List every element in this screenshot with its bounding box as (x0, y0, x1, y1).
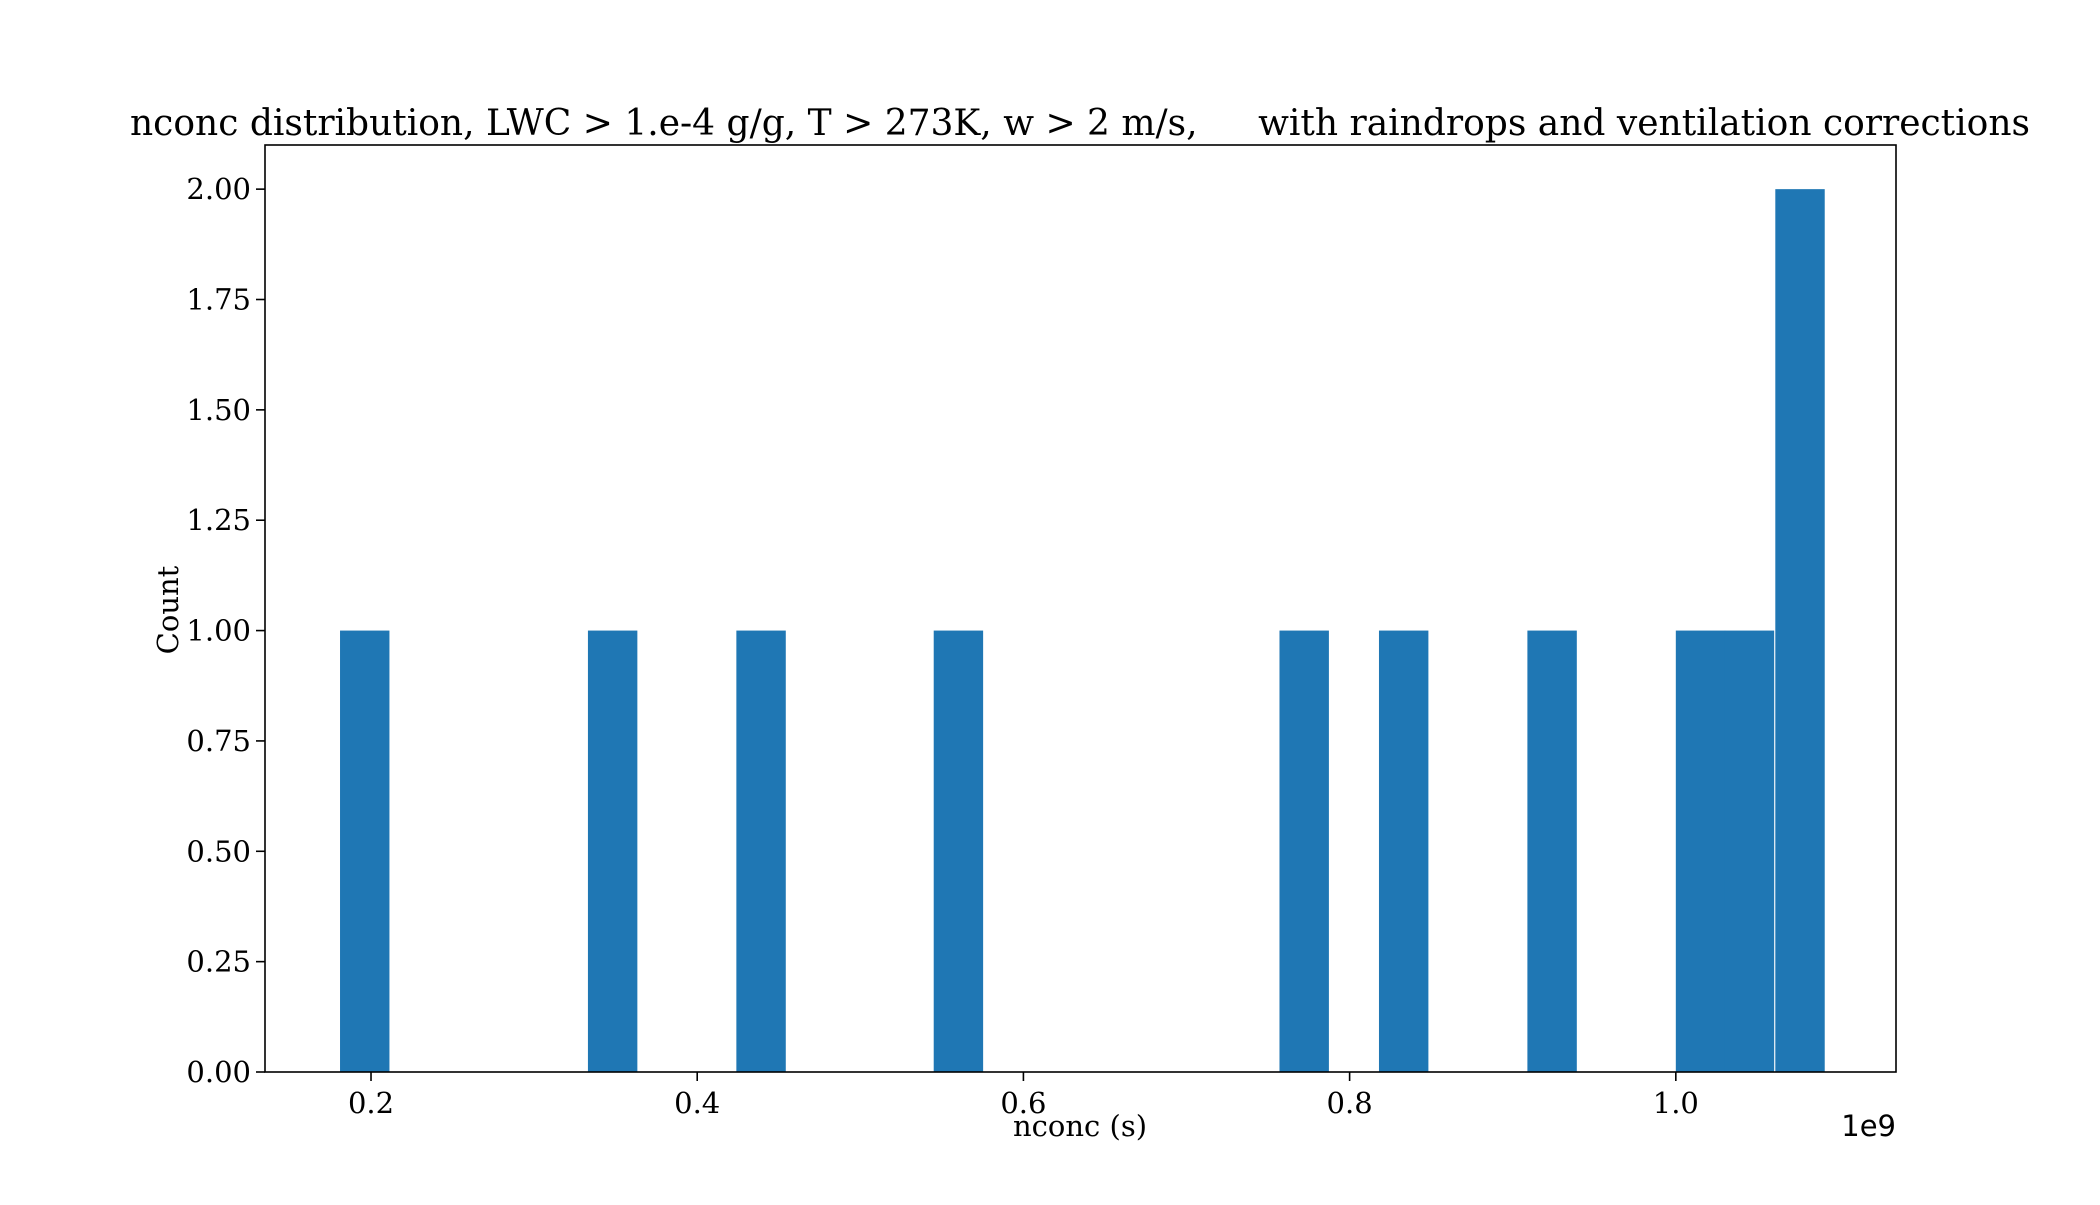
histogram-bar-3 (933, 630, 984, 1072)
x-tick-label-1: 0.4 (674, 1086, 720, 1120)
y-tick-label-5: 1.25 (186, 503, 251, 537)
histogram-bar-9 (1775, 189, 1825, 1073)
x-tick-label-2: 0.6 (1000, 1086, 1046, 1120)
histogram-bar-5 (1378, 630, 1429, 1072)
histogram-bar-8 (1724, 630, 1775, 1072)
plot-frame (264, 144, 1897, 1073)
chart-title-left: nconc distribution, LWC > 1.e-4 g/g, T >… (130, 103, 1198, 144)
y-tick-label-6: 1.50 (186, 393, 251, 427)
histogram-bar-1 (587, 630, 638, 1072)
x-tick-label-3: 0.8 (1327, 1086, 1373, 1120)
histogram-bar-2 (736, 630, 786, 1072)
bars-layer (340, 189, 1825, 1073)
y-tick-label-4: 1.00 (186, 614, 251, 648)
axes-layer: 0.2 0.4 0.6 0.8 1.0 0.00 0.25 0.50 0.75 1.00 1.25 1… (186, 144, 1897, 1120)
y-tick-label-7: 1.75 (186, 283, 251, 317)
x-tick-label-4: 1.0 (1653, 1086, 1699, 1120)
histogram-bar-7 (1675, 630, 1726, 1072)
y-tick-label-2: 0.50 (186, 834, 251, 868)
x-axis-offset-label: 1e9 (1841, 1109, 1896, 1143)
histogram-bar-6 (1527, 630, 1577, 1072)
histogram-bar-0 (340, 630, 390, 1072)
chart-title-right: with raindrops and ventilation correctio… (1258, 103, 2030, 144)
y-tick-label-0: 0.00 (186, 1055, 251, 1089)
y-tick-label-3: 0.75 (186, 724, 251, 758)
histogram-bar-4 (1279, 630, 1329, 1072)
y-axis-label: Count (151, 565, 185, 654)
x-tick-label-0: 0.2 (348, 1086, 394, 1120)
y-tick-label-8: 2.00 (186, 172, 251, 206)
y-tick-label-1: 0.25 (186, 945, 251, 979)
x-axis-label: nconc (s) (1013, 1109, 1147, 1143)
